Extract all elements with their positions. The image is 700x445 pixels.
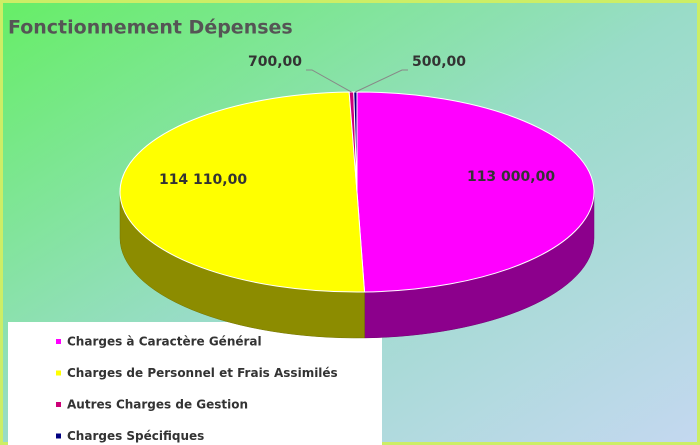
legend-swatch: [56, 339, 61, 344]
legend-label: Charges Spécifiques: [67, 429, 204, 443]
data-label: 500,00: [412, 54, 466, 70]
data-label: 114 110,00: [159, 172, 247, 188]
leader-line: [306, 69, 352, 93]
data-label: 113 000,00: [467, 169, 555, 185]
slice: [119, 91, 366, 293]
legend-label: Charges de Personnel et Frais Assimilés: [67, 366, 338, 380]
data-label: 700,00: [248, 54, 302, 70]
legend-swatch: [56, 370, 61, 376]
legend-label: Charges à Caractère Général: [67, 335, 262, 349]
legend-swatch: [56, 402, 61, 407]
legend-box: [8, 322, 382, 445]
legend-swatch: [56, 433, 61, 439]
chart-title: Fonctionnement Dépenses: [8, 17, 293, 39]
leader-line: [355, 69, 408, 93]
legend-label: Autres Charges de Gestion: [67, 398, 248, 412]
slice: [356, 91, 595, 293]
